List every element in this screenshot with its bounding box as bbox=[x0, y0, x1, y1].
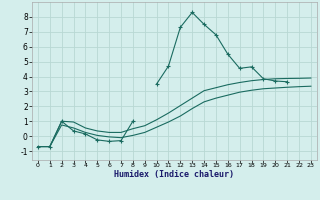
X-axis label: Humidex (Indice chaleur): Humidex (Indice chaleur) bbox=[115, 170, 234, 179]
